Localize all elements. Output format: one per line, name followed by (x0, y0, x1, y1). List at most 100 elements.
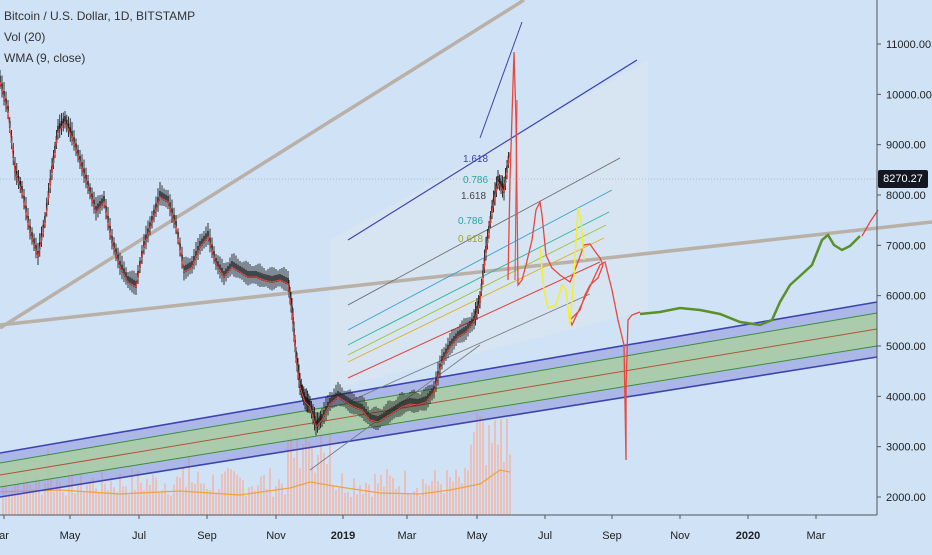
volume-bar (149, 484, 151, 515)
candle-body (257, 271, 259, 279)
volume-bar (173, 484, 175, 515)
legend-wma[interactable]: WMA (9, close) (4, 51, 86, 65)
candle-body (75, 143, 77, 151)
volume-bar (245, 496, 247, 515)
candle-body (211, 244, 213, 252)
x-tick-label: May (467, 530, 488, 542)
volume-bar (170, 495, 172, 515)
candle-body (251, 271, 253, 278)
volume-bar (176, 476, 178, 515)
volume-bar (458, 476, 460, 515)
volume-bar (32, 488, 34, 515)
candle-body (249, 271, 251, 278)
legend-vol[interactable]: Vol (20) (4, 30, 46, 44)
candle-body (453, 336, 455, 343)
volume-bar (470, 444, 472, 515)
fib-label-1: 0.786 (463, 175, 488, 186)
candle-body (313, 416, 316, 423)
volume-bar (14, 483, 16, 515)
candle-body (199, 241, 201, 248)
candle-body (153, 209, 155, 217)
candle-body (325, 406, 327, 413)
y-tick-label: 4000.00 (886, 391, 926, 403)
channel-green-upper (0, 312, 878, 464)
candle-body (235, 263, 237, 271)
candle-body (415, 398, 417, 406)
volume-bar (140, 482, 142, 515)
volume-bar (485, 465, 487, 515)
volume-bar (509, 454, 511, 515)
candle-body (267, 275, 269, 282)
volume-bar (389, 475, 391, 515)
candle-body (173, 214, 175, 222)
candle-body (7, 106, 9, 113)
volume-bar (410, 494, 412, 515)
candle-body (243, 268, 245, 276)
candle-body (277, 274, 279, 282)
candle-body (413, 398, 415, 406)
candle-body (113, 242, 115, 250)
volume-bar (92, 476, 94, 515)
candle-body (409, 398, 411, 405)
volume-bar (167, 494, 169, 515)
y-tick-label: 6000.00 (886, 291, 926, 303)
candle-body (121, 264, 123, 272)
volume-bar (254, 490, 256, 515)
x-tick-label: ar (0, 530, 9, 542)
candle-body (5, 98, 7, 106)
candle-body (381, 413, 383, 421)
candle-body (316, 419, 319, 427)
volume-bar (380, 474, 382, 515)
candle-body (403, 400, 405, 408)
volume-bar (386, 469, 388, 515)
volume-bar (71, 467, 73, 515)
candle-body (103, 196, 105, 203)
candle-body (441, 356, 443, 363)
wma-line (0, 81, 511, 429)
x-tick-label: Jul (538, 530, 552, 542)
yellow-projection-line (539, 207, 585, 326)
volume-bar (443, 493, 445, 515)
fib-line (347, 293, 591, 403)
volume-bar (26, 479, 28, 515)
volume-bar (161, 490, 163, 515)
volume-bar (461, 483, 463, 515)
legend-symbol[interactable]: Bitcoin / U.S. Dollar, 1D, BITSTAMP (4, 9, 196, 23)
candle-body (341, 393, 343, 401)
x-tick-label: Sep (197, 530, 217, 542)
fib-line (347, 237, 605, 363)
fib-label-4: 0.618 (458, 234, 483, 245)
volume-bar (251, 486, 253, 515)
volume-bar (179, 477, 181, 515)
candle-body (318, 417, 320, 425)
volume-bar (506, 418, 508, 515)
volume-bar (29, 484, 31, 515)
volume-bar (8, 493, 10, 515)
fib-lines (347, 59, 638, 403)
volume-bar (113, 487, 115, 515)
volume-bar (446, 470, 448, 515)
candle-body (79, 156, 81, 163)
candle-body (271, 276, 273, 283)
candle-body (58, 123, 61, 131)
candle-body (315, 421, 317, 428)
candle-body (423, 396, 425, 404)
candle-body (97, 203, 99, 211)
volume-bar (98, 491, 100, 515)
candle-body (64, 116, 66, 123)
volume-bar (95, 488, 97, 515)
volume-bar (341, 473, 343, 515)
candle-body (357, 402, 359, 410)
candle-body (269, 275, 271, 283)
candle-body (399, 402, 401, 410)
volume-bar (374, 474, 376, 515)
candle-body (359, 403, 361, 411)
candle-body (279, 274, 281, 281)
candle-body (321, 414, 323, 421)
candle-body (201, 238, 203, 246)
volume-bar (194, 483, 196, 515)
candle-body (455, 333, 457, 341)
volume-bar (377, 483, 379, 515)
